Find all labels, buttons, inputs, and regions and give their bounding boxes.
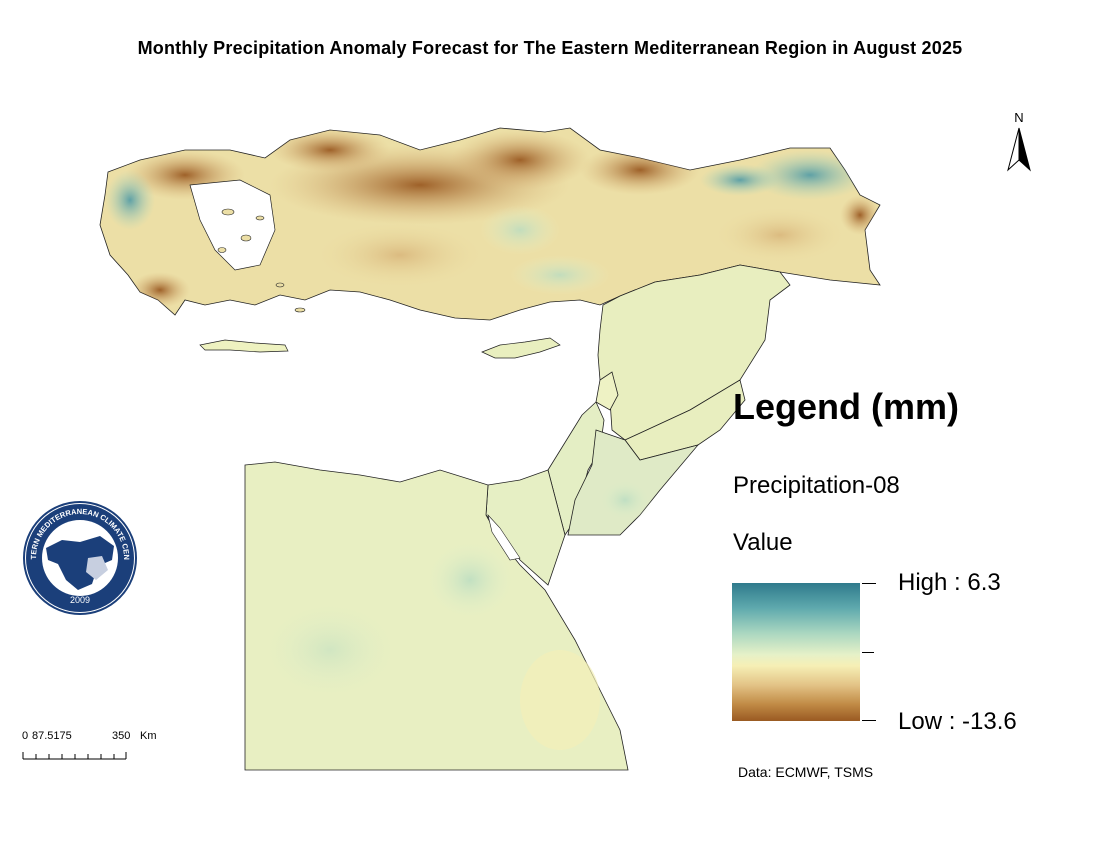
legend-low-label: Low : -13.6: [898, 708, 1017, 735]
legend-high-label: High : 6.3: [898, 569, 1001, 596]
north-arrow-icon: [1007, 127, 1031, 172]
legend-tick-low: [862, 720, 876, 721]
legend-heading: Legend (mm): [733, 386, 960, 427]
logo-year: 2009: [70, 595, 90, 605]
scale-label-unit: Km: [140, 730, 157, 742]
scale-label-max: 350: [112, 730, 131, 742]
data-source: Data: ECMWF, TSMS: [738, 764, 874, 780]
legend-tick-high: [862, 583, 876, 584]
legend-field-label: Value: [733, 529, 793, 556]
emcc-logo: 2009 EASTERN MEDITERRANEAN CLIMATE CENTR…: [22, 500, 137, 615]
scale-label-0: 0: [22, 730, 29, 742]
scale-bar: 0 87.5175 350 Km: [22, 730, 157, 764]
legend-tick-mid: [862, 652, 874, 653]
legend-layer-name: Precipitation-08: [733, 472, 900, 499]
legend-color-ramp: [732, 583, 860, 721]
scale-bar-ticks: [22, 752, 127, 760]
map-title: Monthly Precipitation Anomaly Forecast f…: [137, 38, 963, 58]
north-arrow-label: N: [1014, 110, 1024, 125]
scale-label-mid: 87.5175: [32, 730, 72, 742]
north-arrow: N: [1004, 110, 1034, 174]
